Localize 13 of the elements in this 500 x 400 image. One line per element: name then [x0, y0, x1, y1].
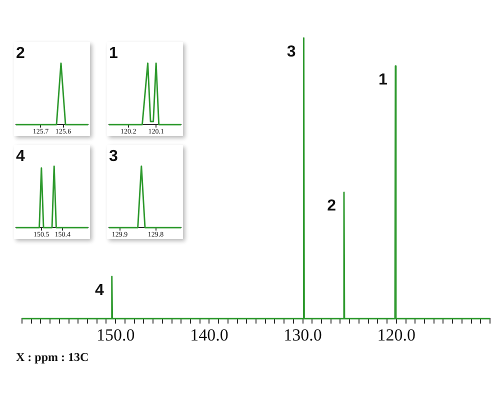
annotation: 4 — [94, 282, 104, 299]
annotation: 2 — [327, 198, 336, 215]
x-tick-label: 120.0 — [377, 325, 416, 344]
annotation: 3 — [286, 43, 296, 60]
chart-title: 3 — [109, 148, 118, 166]
x-axis-title: X : ppm : 13C — [16, 350, 89, 364]
chart-title: 1 — [109, 45, 118, 62]
chart-title: 4 — [16, 148, 25, 166]
x-tick-label: 150.0 — [96, 325, 135, 344]
annotation: 1 — [378, 71, 388, 88]
x-tick-label: 130.0 — [284, 325, 322, 344]
x-tick-label: 140.0 — [190, 325, 228, 344]
chart-title: 2 — [16, 45, 25, 62]
